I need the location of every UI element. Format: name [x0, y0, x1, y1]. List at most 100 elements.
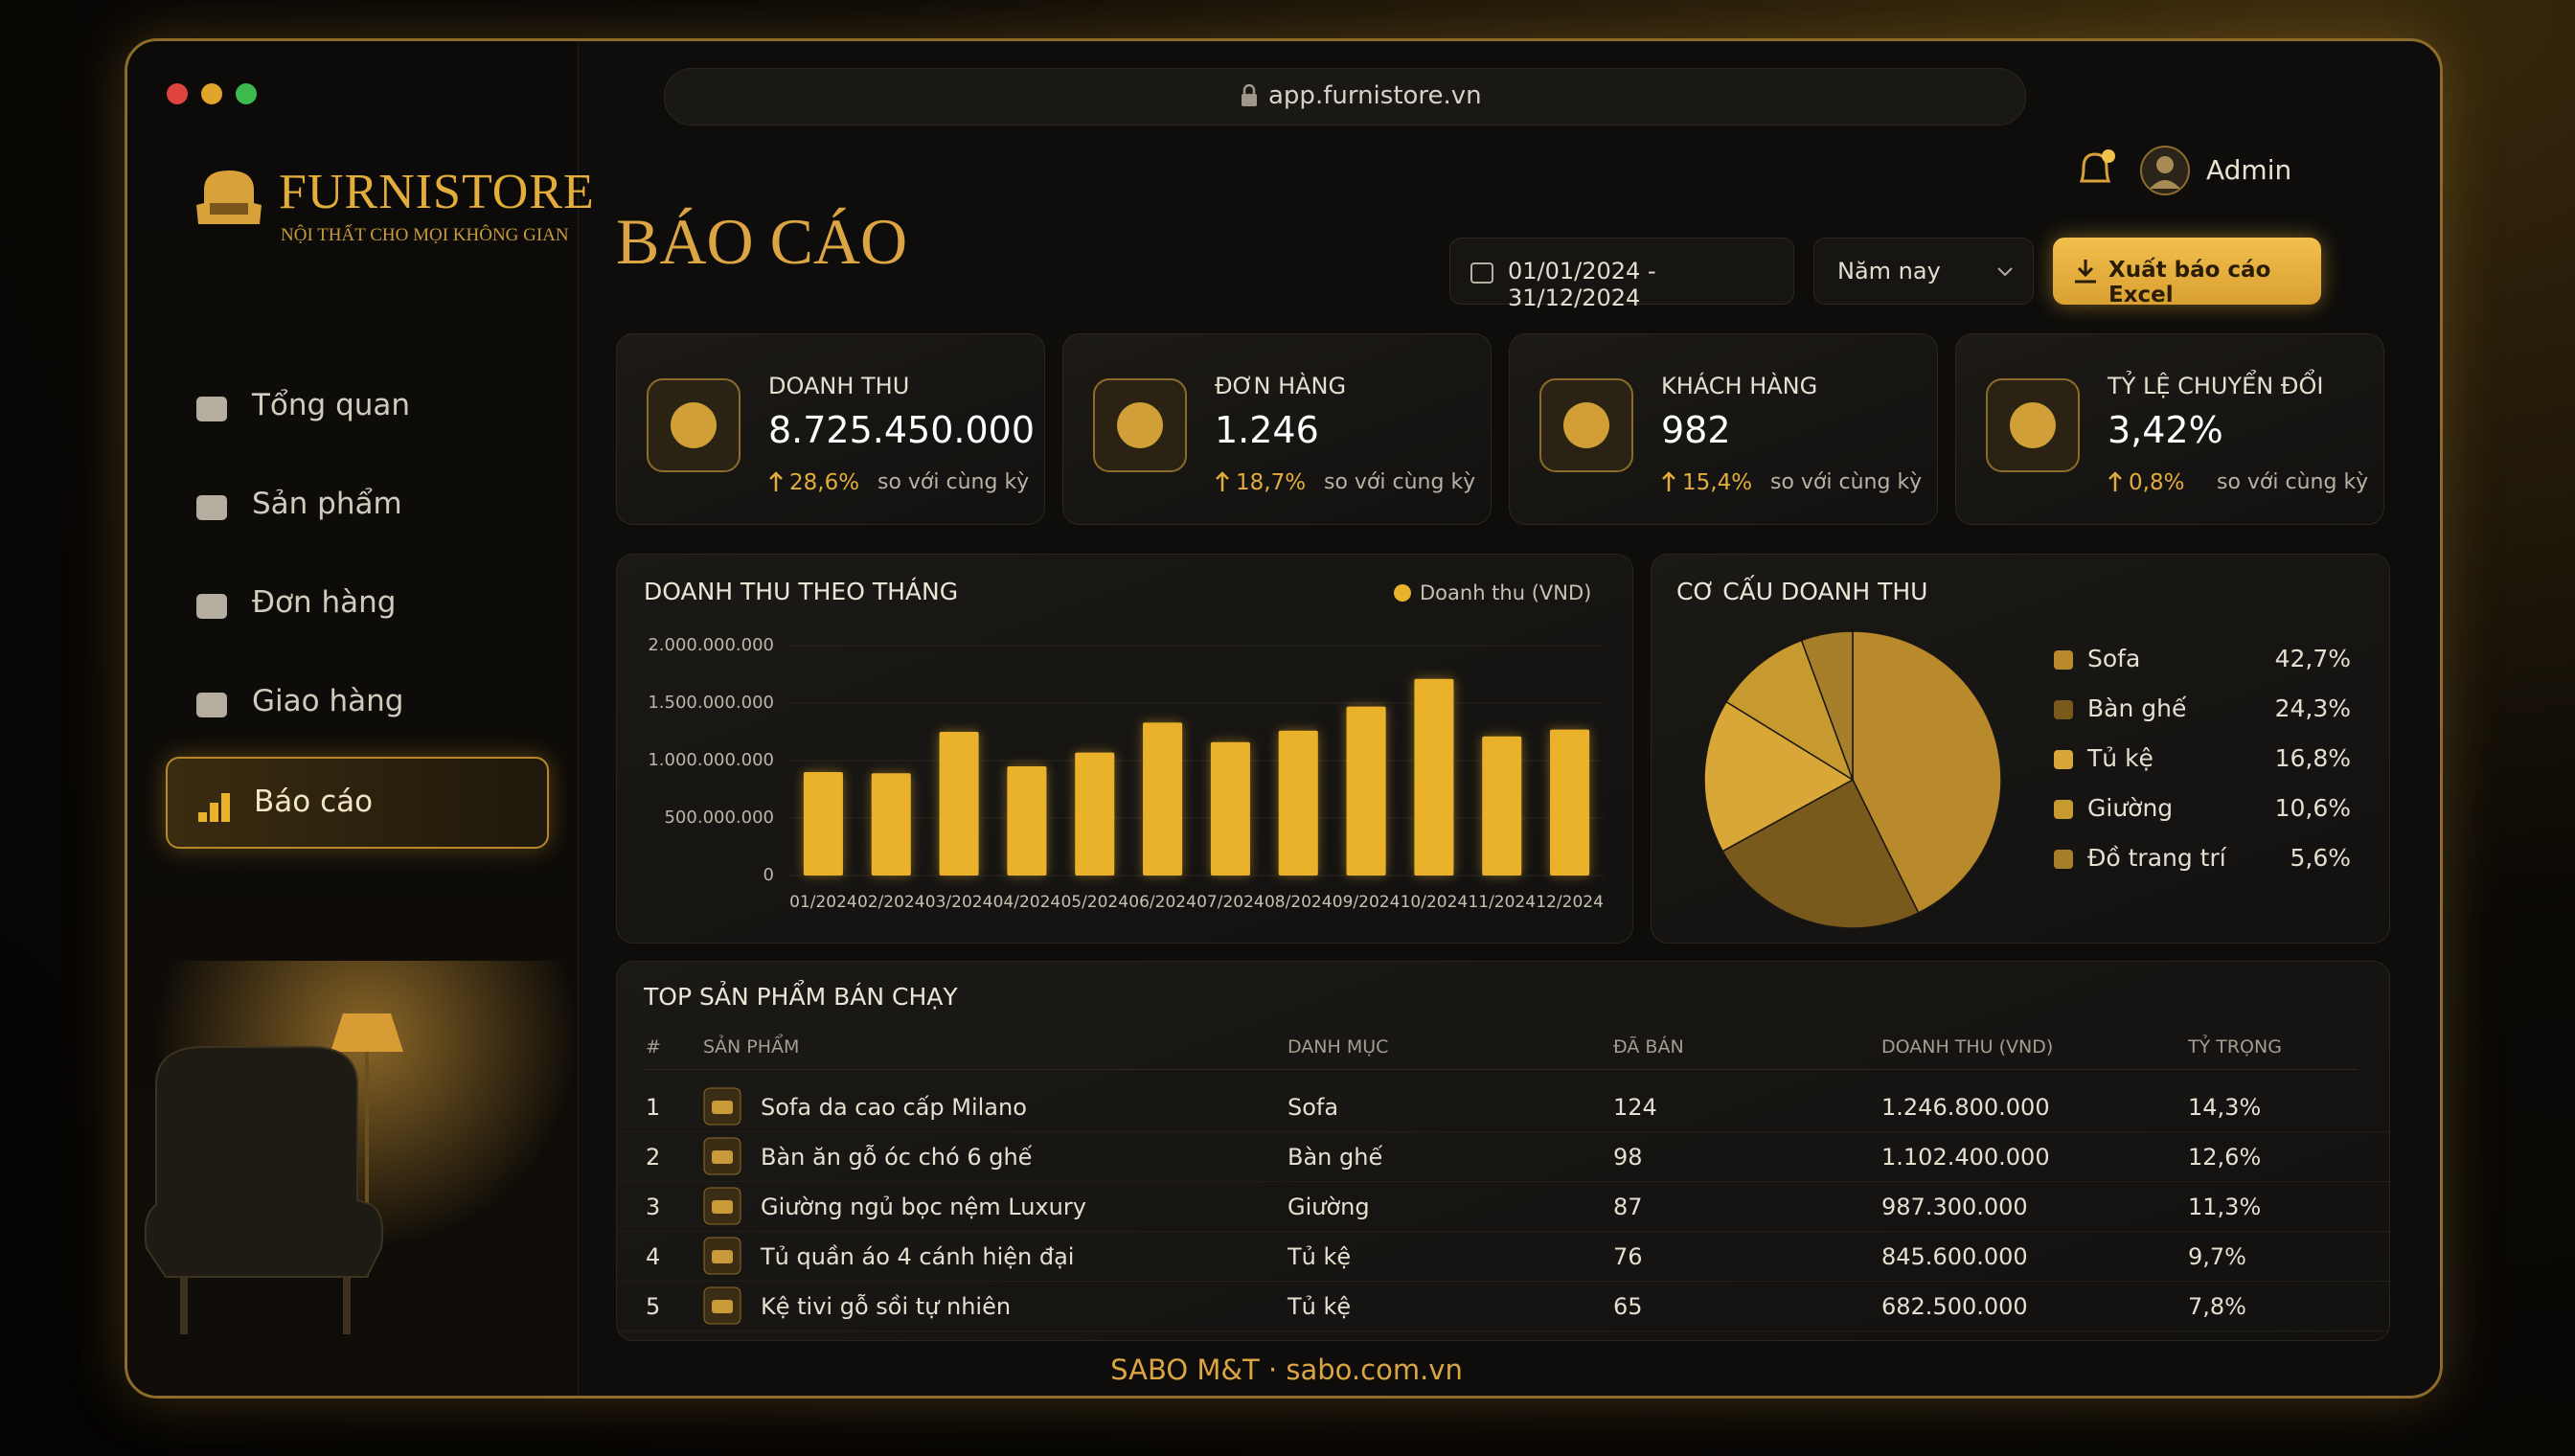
table-cell: Sofa	[1288, 1094, 1339, 1121]
table-row: 3 Giường ngủ bọc nệm Luxury Giường 87 987.30…	[617, 1181, 2389, 1232]
nav-label[interactable]: Giao hàng	[252, 684, 404, 718]
nav-item[interactable]: Giao hàng	[166, 658, 549, 750]
armchair	[144, 1046, 384, 1278]
legend-label: Bàn ghế	[2087, 694, 2187, 722]
nav-item[interactable]: Tổng quan	[166, 362, 549, 454]
legend-label: Giường	[2087, 794, 2173, 822]
nav-label[interactable]: Tổng quan	[252, 388, 411, 422]
window-control[interactable]	[201, 83, 222, 104]
column-header: TỶ TRỌNG	[2188, 1036, 2282, 1058]
download-icon	[2075, 260, 2096, 284]
kpi-card: DOANH THU 8.725.450.000 28,6% so với cùng k…	[616, 333, 1045, 525]
icon-glyph	[2010, 402, 2056, 448]
table-cell: 11,3%	[2188, 1194, 2262, 1220]
table-cell: 87	[1613, 1194, 1643, 1220]
chevron-icon	[1997, 267, 2013, 277]
bar	[1346, 706, 1386, 876]
bar	[1482, 736, 1522, 876]
period-text[interactable]: Năm nay	[1837, 258, 1941, 284]
nav-icon	[198, 793, 230, 822]
chevron	[1997, 267, 2013, 277]
legend-swatch	[2054, 800, 2073, 819]
nav-item[interactable]: Sản phẩm	[166, 461, 549, 553]
y-tick-label: 2.000.000.000	[648, 635, 774, 655]
icon-glyph	[1117, 402, 1163, 448]
x-tick-label: 07/2024	[1196, 893, 1265, 912]
table-cell: Bàn ăn gỗ óc chó 6 ghế	[761, 1144, 1033, 1171]
x-tick-label: 12/2024	[1536, 893, 1604, 912]
window-control[interactable]	[236, 83, 257, 104]
pie-slice	[1800, 630, 1854, 781]
nav-label[interactable]: Báo cáo	[254, 785, 374, 819]
table-cell: Bàn ghế	[1288, 1144, 1383, 1171]
date-range-text[interactable]: 01/01/2024 - 31/12/2024	[1508, 258, 1656, 311]
thumb-item	[712, 1200, 733, 1214]
table-row: 5 Kệ tivi gỗ sồi tự nhiên Tủ kệ 65 682.500.0…	[617, 1281, 2389, 1331]
table-cell: 7,8%	[2188, 1293, 2246, 1320]
table-cell: Giường ngủ bọc nệm Luxury	[761, 1194, 1086, 1220]
table-cell: Kệ tivi gỗ sồi tự nhiên	[761, 1293, 1012, 1320]
table-cell: 12,6%	[2188, 1144, 2262, 1171]
bar-chart-card: DOANH THU THEO THÁNG Doanh thu (VND) 0 500.…	[616, 554, 1633, 944]
table-cell: 98	[1613, 1144, 1643, 1171]
app-window: FURNISTORE NỘI THẤT CHO MỌI KHÔNG GIAN Tổn…	[125, 38, 2443, 1399]
nav-icon	[196, 594, 227, 619]
arrow	[2108, 471, 2122, 491]
export-button[interactable]: Xuất báo cáo Excel	[2053, 238, 2321, 307]
table-cell: 5	[646, 1293, 661, 1320]
legend-label: Đồ trang trí	[2087, 844, 2227, 872]
table-cell: 845.600.000	[1881, 1243, 2028, 1270]
product-thumbnail	[703, 1187, 741, 1225]
date-range-picker[interactable]: 01/01/2024 - 31/12/2024	[1449, 238, 1794, 311]
top-products-card: TOP SẢN PHẨM BÁN CHẠY # SẢN PHẨM DANH MỤC ĐÃ…	[616, 961, 2390, 1341]
pie-slice	[1852, 630, 2002, 914]
logo-chair	[196, 171, 262, 224]
value-label: 24,3%	[2275, 694, 2351, 722]
up-arrow	[1662, 471, 1675, 491]
kpi-card: TỶ LỆ CHUYỂN ĐỔI 3,42% 0,8% so với cùng kỳ	[1955, 333, 2384, 525]
avatar-body	[2150, 180, 2180, 189]
table-cell: 9,7%	[2188, 1243, 2246, 1270]
table-cell: 76	[1613, 1243, 1643, 1270]
pie-chart: CƠ CẤU DOANH THU Sofa 42,7% Bàn ghế 24,3% Tủ …	[1676, 575, 2351, 929]
export-text[interactable]: Xuất báo cáo Excel	[2108, 258, 2271, 307]
kpi-label: ĐƠN HÀNG	[1215, 373, 1347, 399]
brand-tagline: NỘI THẤT CHO MỌI KHÔNG GIAN	[281, 225, 569, 245]
lock-shackle	[1242, 84, 1256, 94]
arrow	[769, 471, 783, 491]
column-header: #	[646, 1036, 661, 1058]
avatar-head	[2156, 156, 2174, 173]
nav-item[interactable]: Báo cáo	[166, 757, 549, 849]
nav-label[interactable]: Sản phẩm	[252, 487, 402, 521]
nav-label[interactable]: Đơn hàng	[252, 585, 397, 620]
bar	[1278, 730, 1318, 876]
legend-label: Tủ kệ	[2086, 744, 2153, 772]
value-label: 5,6%	[2290, 844, 2351, 872]
value-label: 42,7%	[2275, 645, 2351, 672]
y-tick-label: 1.500.000.000	[648, 693, 774, 713]
kpi-icon	[647, 378, 741, 472]
user-avatar	[2140, 146, 2190, 195]
lock-icon	[1242, 84, 1257, 106]
bar	[1550, 729, 1590, 876]
table-row: 1 Sofa da cao cấp Milano Sofa 124 1.246.800.…	[617, 1081, 2389, 1132]
product-thumbnail	[703, 1286, 741, 1325]
user-name[interactable]: Admin	[2206, 154, 2292, 186]
table-cell: Sofa da cao cấp Milano	[761, 1094, 1027, 1121]
up-arrow	[1216, 471, 1229, 491]
pie-slice	[1721, 778, 1920, 929]
column-header: DANH MỤC	[1288, 1036, 1389, 1058]
x-tick-label: 08/2024	[1265, 893, 1333, 912]
table-cell: 3	[646, 1194, 661, 1220]
address-bar[interactable]: app.furnistore.vn	[664, 68, 2026, 125]
nav-item[interactable]: Đơn hàng	[166, 559, 549, 651]
window-control[interactable]	[167, 83, 188, 104]
thumb-item	[712, 1300, 733, 1313]
up-arrow	[2108, 471, 2122, 491]
icon-bar	[198, 812, 207, 822]
period-select[interactable]: Năm nay	[1813, 238, 2034, 305]
icon-bar	[210, 803, 218, 822]
bar-chart: DOANH THU THEO THÁNG Doanh thu (VND) 0 500.…	[644, 578, 1604, 912]
kpi-card: ĐƠN HÀNG 1.246 18,7% so với cùng kỳ	[1062, 333, 1492, 525]
nav-icon	[196, 397, 227, 421]
